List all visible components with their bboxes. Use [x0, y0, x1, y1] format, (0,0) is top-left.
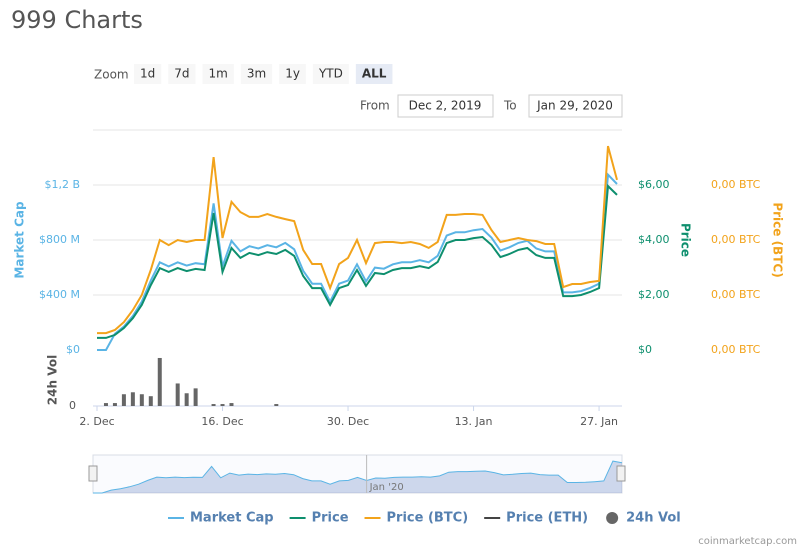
to-label: To — [503, 99, 517, 113]
volume-bar — [130, 392, 135, 406]
y3-tick-label: 0,00 BTC — [711, 233, 761, 246]
series-line — [97, 172, 618, 351]
volume-bar — [157, 357, 162, 406]
y2-tick-label: $2,00 — [638, 288, 670, 301]
y2-tick-label: $4,00 — [638, 233, 670, 246]
legend-label[interactable]: Price — [312, 511, 349, 526]
vol-tick-label: 0 — [69, 399, 76, 412]
volume-bar — [229, 403, 234, 406]
x-tick-label: 13. Jan — [455, 415, 493, 428]
range-button[interactable] — [240, 64, 273, 84]
from-input[interactable] — [397, 94, 494, 118]
x-tick-label: 16. Dec — [201, 415, 243, 428]
range-button-label[interactable]: ALL — [362, 67, 387, 81]
x-tick-label: 27. Jan — [580, 415, 618, 428]
chart-title: 999 Charts — [11, 6, 143, 34]
navigator-line — [93, 460, 623, 494]
range-button-label[interactable]: 1d — [140, 67, 155, 81]
range-button-label[interactable]: 3m — [247, 67, 266, 81]
navigator-handle[interactable] — [616, 465, 626, 482]
legend-label[interactable]: 24h Vol — [626, 511, 681, 526]
range-button[interactable] — [202, 64, 234, 84]
from-label: From — [360, 99, 390, 113]
legend-label[interactable]: Price (ETH) — [506, 511, 588, 526]
range-button-label[interactable]: 7d — [174, 67, 189, 81]
range-button[interactable] — [168, 64, 196, 84]
range-button[interactable] — [355, 64, 393, 84]
to-input[interactable] — [528, 94, 623, 118]
volume-bar — [175, 383, 180, 406]
legend-swatch — [606, 512, 619, 524]
volume-bar — [139, 394, 144, 406]
legend-label[interactable]: Price (BTC) — [387, 511, 469, 526]
series-line — [97, 183, 618, 339]
from-value[interactable]: Dec 2, 2019 — [409, 99, 482, 113]
navigator-tick-label: Jan '20 — [369, 482, 404, 493]
range-button-label[interactable]: 1y — [285, 67, 300, 81]
y3-tick-label: 0,00 BTC — [711, 178, 761, 191]
range-button[interactable] — [134, 64, 162, 84]
credit: coinmarketcap.com — [698, 536, 797, 547]
range-button-label[interactable]: YTD — [318, 67, 343, 81]
volume-bar — [193, 388, 198, 406]
volume-bar — [148, 396, 153, 406]
to-value[interactable]: Jan 29, 2020 — [536, 99, 613, 113]
navigator-area — [93, 461, 622, 493]
y3-tick-label: 0,00 BTC — [711, 288, 761, 301]
range-button[interactable] — [279, 64, 306, 84]
x-tick-label: 30. Dec — [327, 415, 369, 428]
legend-label[interactable]: Market Cap — [190, 511, 274, 526]
y2-tick-label: $6,00 — [638, 178, 670, 191]
navigator-handle[interactable] — [88, 465, 98, 482]
volume-bar — [184, 393, 189, 406]
y-tick-label: $400 M — [39, 288, 80, 301]
volume-bar — [103, 403, 108, 406]
vol-axis-title: 24h Vol — [46, 355, 60, 405]
y-axis-title: Market Cap — [13, 201, 27, 279]
x-tick-label: 2. Dec — [79, 415, 114, 428]
y3-tick-label: 0,00 BTC — [711, 343, 761, 356]
y-tick-label: $800 M — [39, 233, 80, 246]
volume-bar — [112, 403, 117, 406]
volume-bar — [211, 404, 216, 406]
volume-bar — [220, 404, 225, 406]
y-tick-label: $0 — [66, 343, 80, 356]
volume-bar — [274, 404, 279, 406]
y2-tick-label: $0 — [638, 343, 652, 356]
range-button-label[interactable]: 1m — [209, 67, 228, 81]
y3-axis-title: Price (BTC) — [771, 202, 785, 277]
series-line — [97, 145, 618, 335]
y-tick-label: $1,2 B — [44, 178, 80, 191]
volume-bar — [121, 394, 126, 406]
range-button[interactable] — [312, 64, 349, 84]
zoom-label: Zoom — [94, 68, 129, 82]
y2-axis-title: Price — [679, 223, 693, 257]
